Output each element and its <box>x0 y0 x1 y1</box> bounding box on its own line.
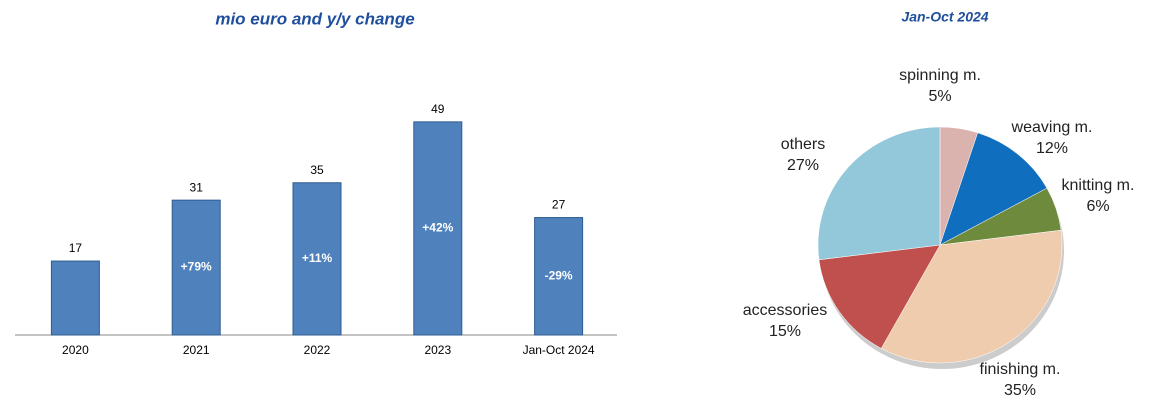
pie-slice <box>818 244 941 349</box>
slice-value: 5% <box>928 88 951 105</box>
pie-slice <box>817 126 941 261</box>
chart-title: mio euro and y/y change <box>215 9 414 28</box>
slice-label: weaving m. <box>1011 119 1093 136</box>
bar <box>292 182 342 336</box>
slice-value: 35% <box>1004 382 1036 399</box>
change-label: +11% <box>302 251 333 265</box>
bar <box>171 199 221 336</box>
slice-label: others <box>781 136 825 153</box>
change-label: +42% <box>422 221 453 235</box>
change-label: +79% <box>181 260 212 274</box>
slice-value: 27% <box>787 157 819 174</box>
x-tick-label: 2023 <box>424 343 451 357</box>
bar <box>50 260 100 336</box>
x-tick-label: 2022 <box>304 343 331 357</box>
x-tick-label: Jan-Oct 2024 <box>523 343 595 357</box>
pie-slice <box>939 132 1048 246</box>
slice-value: 12% <box>1036 140 1068 157</box>
value-label: 35 <box>310 163 324 177</box>
slice-label: spinning m. <box>899 67 981 84</box>
change-label: -29% <box>545 268 573 282</box>
slice-label: accessories <box>743 302 827 319</box>
x-tick-label: 2020 <box>62 343 89 357</box>
bar <box>413 121 463 336</box>
value-label: 17 <box>69 241 83 255</box>
slice-value: 6% <box>1086 198 1109 215</box>
value-label: 49 <box>431 102 445 116</box>
x-tick-label: 2021 <box>183 343 210 357</box>
chart-title: Jan-Oct 2024 <box>901 9 988 25</box>
slice-value: 15% <box>769 323 801 340</box>
pie-slice <box>880 229 1063 364</box>
bar <box>534 217 584 336</box>
value-label: 31 <box>190 180 204 194</box>
slice-label: finishing m. <box>980 361 1061 378</box>
value-label: 27 <box>552 198 566 212</box>
slice-label: knitting m. <box>1062 177 1135 194</box>
